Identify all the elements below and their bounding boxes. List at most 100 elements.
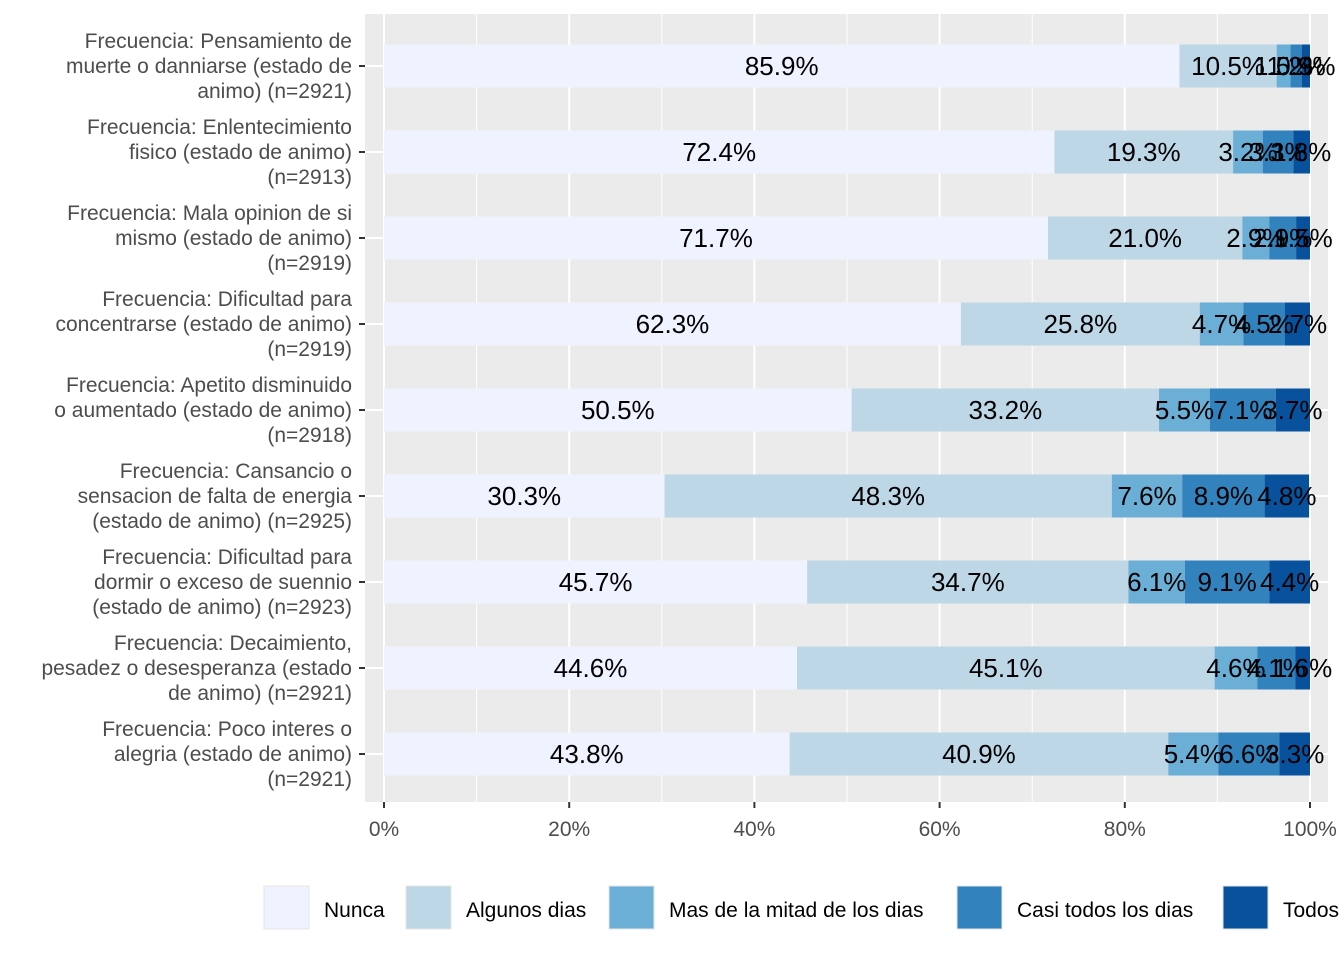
data-label: 7.6% <box>1117 481 1176 511</box>
y-tick-label: Frecuencia: Enlentecimiento fisico (estad… <box>87 116 352 189</box>
legend: Nunca Algunos dias Mas de la mitad de los … <box>263 885 1344 930</box>
data-label: 5.5% <box>1155 395 1214 425</box>
data-label: 1.5% <box>1273 223 1332 253</box>
legend-label: Nunca <box>324 899 385 922</box>
legend-label: Todos los dias <box>1283 899 1344 922</box>
y-axis: Frecuencia: Pensamiento de muerte o danni… <box>41 30 365 791</box>
data-label: 5.4% <box>1164 739 1223 769</box>
legend-item: Casi todos los dias <box>956 885 1193 930</box>
data-label: 72.4% <box>682 137 756 167</box>
data-label: 1.5% <box>1254 51 1313 81</box>
data-label: 33.2% <box>968 395 1042 425</box>
data-label: 4.7% <box>1192 309 1251 339</box>
legend-key <box>405 885 452 930</box>
x-axis: 0% 20% 40% 60% 80% 100% <box>369 802 1337 841</box>
data-label: 3.3% <box>1248 137 1307 167</box>
x-tick-label: 100% <box>1283 818 1337 841</box>
legend-key <box>263 885 310 930</box>
data-label: 21.0% <box>1108 223 1182 253</box>
data-label: 30.3% <box>487 481 561 511</box>
bar-segment <box>1284 302 1310 346</box>
x-tick-label: 40% <box>733 818 775 841</box>
bar-segment <box>1296 216 1310 260</box>
x-tick-label: 20% <box>548 818 590 841</box>
bar-segment <box>384 474 665 518</box>
bar-segment <box>1275 388 1310 432</box>
bar-segment <box>1242 216 1270 260</box>
bars <box>384 44 1310 776</box>
data-label: 1.2% <box>1266 51 1325 81</box>
y-tick-label: Frecuencia: Dificultad para concentrarse … <box>56 288 353 361</box>
data-label: 50.5% <box>581 395 655 425</box>
y-tick-label: Frecuencia: Pensamiento de muerte o danni… <box>66 30 352 103</box>
legend-label: Casi todos los dias <box>1017 899 1193 922</box>
y-tick-label: Frecuencia: Decaimiento, pesadez o desesp… <box>41 632 352 705</box>
legend-item: Algunos dias <box>405 885 586 930</box>
data-label: 3.7% <box>1263 395 1322 425</box>
bar-segment <box>1262 130 1294 174</box>
bar-segment <box>1269 216 1297 260</box>
data-label: 85.9% <box>745 51 819 81</box>
legend-key <box>956 885 1003 930</box>
bar-segment <box>384 646 797 690</box>
bar-segment <box>807 560 1129 604</box>
bar-segment <box>1257 646 1296 690</box>
data-label: 4.5% <box>1235 309 1294 339</box>
data-labels: 85.9% 10.5%1.5%1.2%0.9%72.4% 19.3% 3.2%3.3%… <box>487 51 1335 769</box>
legend-item: Mas de la mitad de los dias <box>608 885 923 930</box>
data-label: 4.1% <box>1247 653 1306 683</box>
bar-segment <box>664 474 1112 518</box>
bar-segment <box>1111 474 1183 518</box>
data-label: 6.6% <box>1219 739 1278 769</box>
data-label: 48.3% <box>851 481 925 511</box>
data-label: 7.1% <box>1213 395 1272 425</box>
bar-segment <box>960 302 1200 346</box>
data-label: 45.1% <box>969 653 1043 683</box>
data-label: 2.7% <box>1268 309 1327 339</box>
legend-label: Mas de la mitad de los dias <box>669 899 923 922</box>
data-label: 62.3% <box>636 309 710 339</box>
bar-segment <box>384 560 808 604</box>
bar-segment <box>1199 302 1244 346</box>
y-tick-label: Frecuencia: Mala opinion de si mismo (est… <box>67 202 352 275</box>
bar-segment <box>1168 732 1219 776</box>
bar-segment <box>1047 216 1243 260</box>
legend-item: Todos los dias <box>1222 885 1344 930</box>
bar-segment <box>1290 44 1302 88</box>
bar-segment <box>1054 130 1234 174</box>
y-tick-label: Frecuencia: Apetito disminuido o aumentad… <box>54 374 352 447</box>
bar-segment <box>851 388 1160 432</box>
data-label: 71.7% <box>679 223 753 253</box>
data-label: 10.5% <box>1191 51 1265 81</box>
data-label: 45.7% <box>559 567 633 597</box>
data-label: 25.8% <box>1043 309 1117 339</box>
data-label: 8.9% <box>1194 481 1253 511</box>
x-tick-label: 60% <box>919 818 961 841</box>
y-tick-label: Frecuencia: Poco interes o alegria (estad… <box>102 718 352 791</box>
data-label: 34.7% <box>931 567 1005 597</box>
legend-key <box>608 885 655 930</box>
bar-segment <box>1184 560 1270 604</box>
data-label: 1.6% <box>1273 653 1332 683</box>
bar-segment <box>384 732 790 776</box>
bar-segment <box>1243 302 1285 346</box>
bar-segment <box>1214 646 1258 690</box>
bar-segment <box>1269 560 1310 604</box>
data-label: 4.8% <box>1257 481 1316 511</box>
bar-segment <box>1128 560 1185 604</box>
bar-segment <box>384 216 1048 260</box>
data-label: 44.6% <box>554 653 628 683</box>
bar-segment <box>384 130 1055 174</box>
bar-segment <box>384 302 961 346</box>
bar-segment <box>1279 732 1310 776</box>
legend-label: Algunos dias <box>466 899 586 922</box>
bar-segment <box>384 388 852 432</box>
bar-segment <box>1295 646 1310 690</box>
data-label: 9.1% <box>1197 567 1256 597</box>
bar-segment <box>384 44 1180 88</box>
y-tick-label: Frecuencia: Cansancio o sensacion de falt… <box>78 460 353 533</box>
bar-segment <box>1276 44 1291 88</box>
data-label: 0.9% <box>1276 51 1335 81</box>
data-label: 4.4% <box>1260 567 1319 597</box>
